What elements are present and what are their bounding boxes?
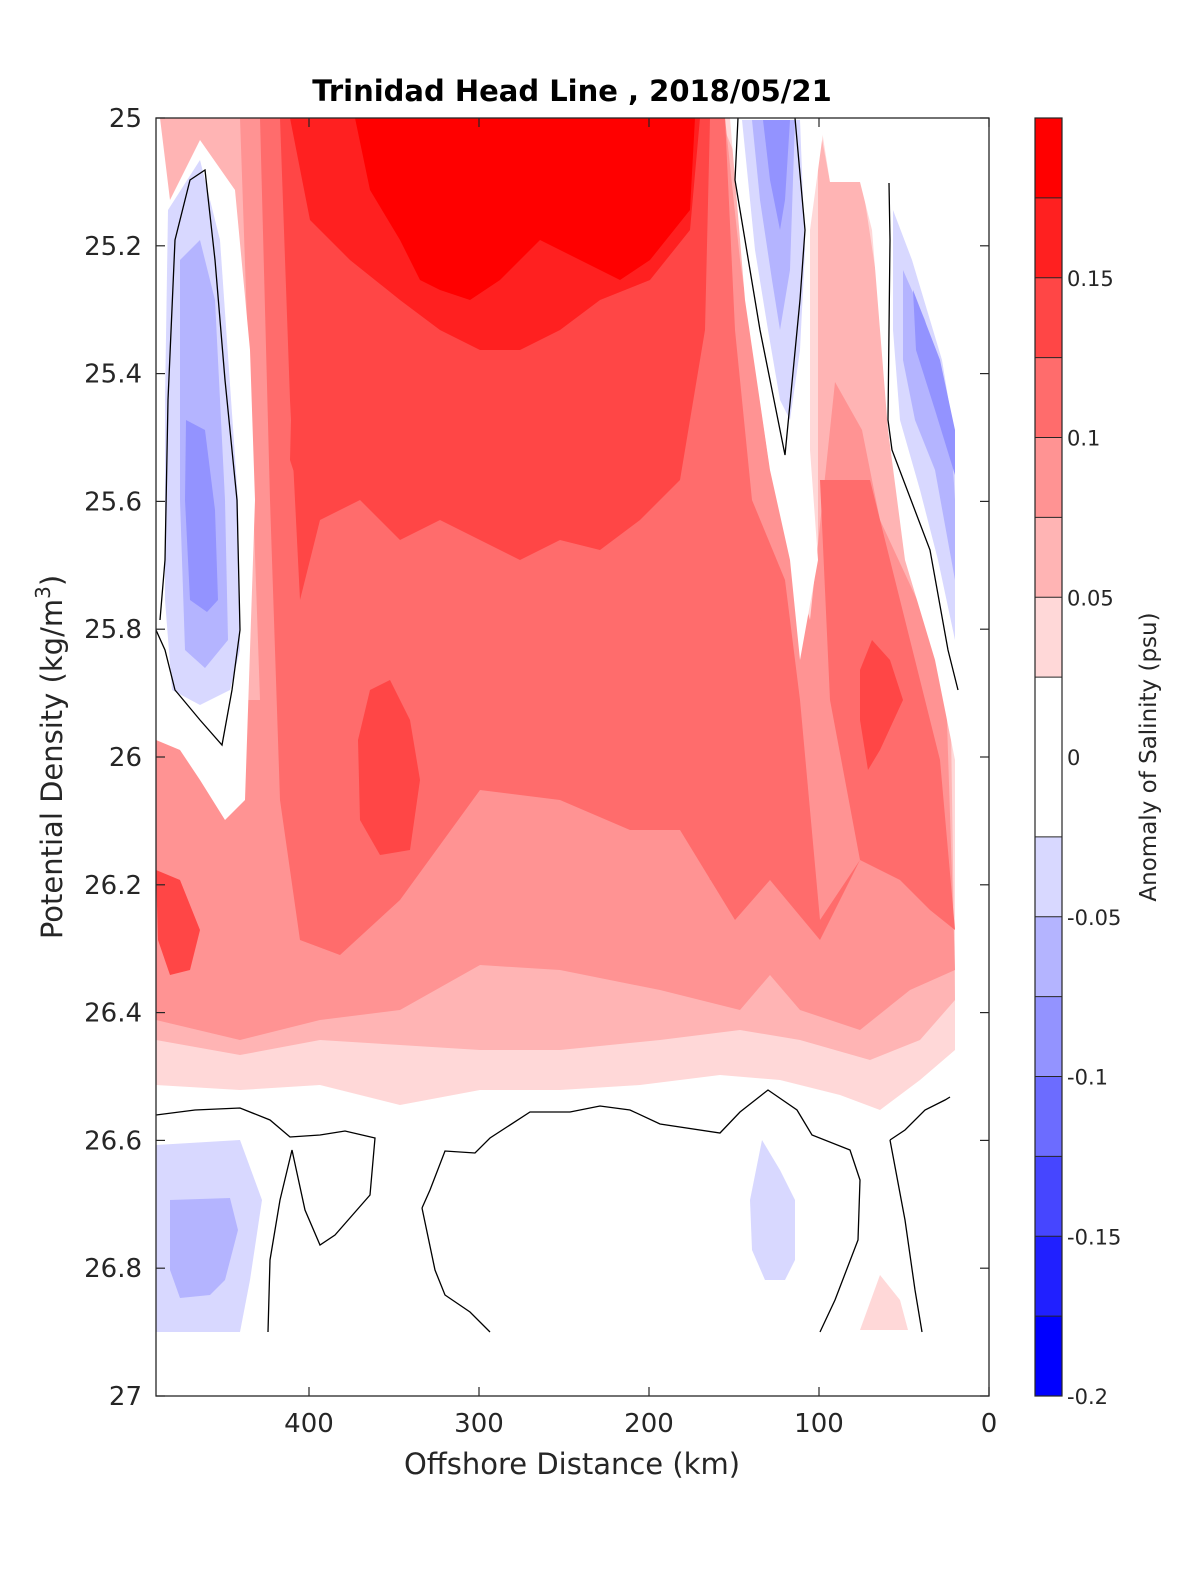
zero-contour-line-1 (156, 168, 241, 747)
colorbar-frame (1034, 117, 1063, 1397)
colorbar-tick-label: 0.1 (1067, 427, 1100, 451)
colorbar-segment (1035, 1236, 1062, 1317)
colorbar-segment (1035, 836, 1062, 917)
colorbar-segment (1035, 517, 1062, 598)
y-tick-label: 25.8 (84, 615, 142, 645)
x-tick-label: 400 (284, 1409, 334, 1439)
colorbar-tick-label: -0.1 (1067, 1066, 1108, 1090)
chart-title: Trinidad Head Line , 2018/05/21 (312, 74, 832, 108)
contour-band-s1-14 (860, 1275, 908, 1330)
plot-area (155, 117, 990, 1397)
y-axis-label: Potential Density (kg/m3) (31, 575, 69, 939)
y-tick-label: 26.6 (84, 1126, 142, 1156)
contour-band-b1-29 (750, 1140, 795, 1280)
contour-band-s4-12 (760, 615, 785, 800)
y-tick-label: 26.2 (84, 871, 142, 901)
colorbar-tick-label: 0.05 (1067, 586, 1114, 610)
colorbar-tick-label: 0.15 (1067, 267, 1114, 291)
contour-band-b3-23 (763, 120, 790, 230)
x-tick-label: 200 (624, 1409, 674, 1439)
zero-contour-line-5 (421, 1089, 861, 1333)
y-axis-label-main: Potential Density (kg/m (35, 599, 69, 939)
colorbar: -0.2 -0.15 -0.1 -0.05 0 0.05 0.1 0.15 (1034, 117, 1121, 1409)
contour-band-s7-7 (355, 118, 695, 300)
zero-contour-line-3 (887, 182, 959, 691)
contour-band-b3-20 (185, 420, 218, 612)
zero-contour-line-6 (421, 1207, 491, 1333)
colorbar-segment (1035, 118, 1062, 198)
y-tick-label: 26.8 (84, 1254, 142, 1284)
colorbar-segment (1035, 357, 1062, 438)
colorbar-tick-label: -0.05 (1067, 906, 1121, 930)
contour-band-b2-28 (170, 1198, 238, 1298)
y-tick-label: 26.4 (84, 999, 142, 1029)
x-tick-label: 0 (981, 1409, 998, 1439)
y-axis-label-superscript: 3 (31, 586, 55, 599)
zero-contour-line-2 (734, 118, 806, 456)
colorbar-segment (1035, 1316, 1062, 1396)
colorbar-segment (1035, 996, 1062, 1077)
colorbar-segment (1035, 916, 1062, 997)
y-axis: 25 25.2 25.4 25.6 25.8 26 26.2 26.4 26.6 26.8 27 (84, 104, 989, 1412)
colorbar-label: Anomaly of Salinity (psu) (1136, 612, 1162, 901)
contour-band-b3-26 (913, 290, 955, 475)
contour-band-s5-8 (358, 680, 420, 855)
colorbar-tick-label: -0.2 (1067, 1385, 1108, 1409)
colorbar-tick-label: -0.15 (1067, 1225, 1121, 1249)
contour-band-s5-10 (156, 870, 200, 975)
zero-contour-line-4 (156, 1107, 376, 1333)
colorbar-segment (1035, 1156, 1062, 1237)
x-tick-label: 100 (794, 1409, 844, 1439)
contour-band-s5-9 (290, 310, 312, 500)
colorbar-segment (1035, 1076, 1062, 1157)
y-tick-label: 26 (109, 743, 142, 773)
zero-contour-line-8 (889, 1139, 923, 1333)
y-tick-label: 25 (109, 104, 142, 134)
colorbar-segment (1035, 277, 1062, 358)
contour-band-s5-11 (860, 640, 903, 770)
y-tick-label: 25.4 (84, 360, 142, 390)
y-tick-label: 25.6 (84, 487, 142, 517)
colorbar-segment (1035, 597, 1062, 678)
x-axis: 400 300 200 100 0 (284, 118, 997, 1439)
x-tick-label: 300 (454, 1409, 504, 1439)
colorbar-segment (1035, 437, 1062, 518)
y-axis-label-close: ) (35, 575, 69, 586)
colorbar-tick-label: 0 (1067, 746, 1080, 770)
colorbar-segment (1035, 197, 1062, 278)
colorbar-segment (1035, 677, 1062, 837)
contour-band-s4-13 (700, 750, 725, 880)
zero-contour-line-7 (889, 1096, 951, 1141)
y-tick-label: 27 (109, 1382, 142, 1412)
x-axis-label: Offshore Distance (km) (404, 1447, 740, 1481)
y-tick-label: 25.2 (84, 232, 142, 262)
